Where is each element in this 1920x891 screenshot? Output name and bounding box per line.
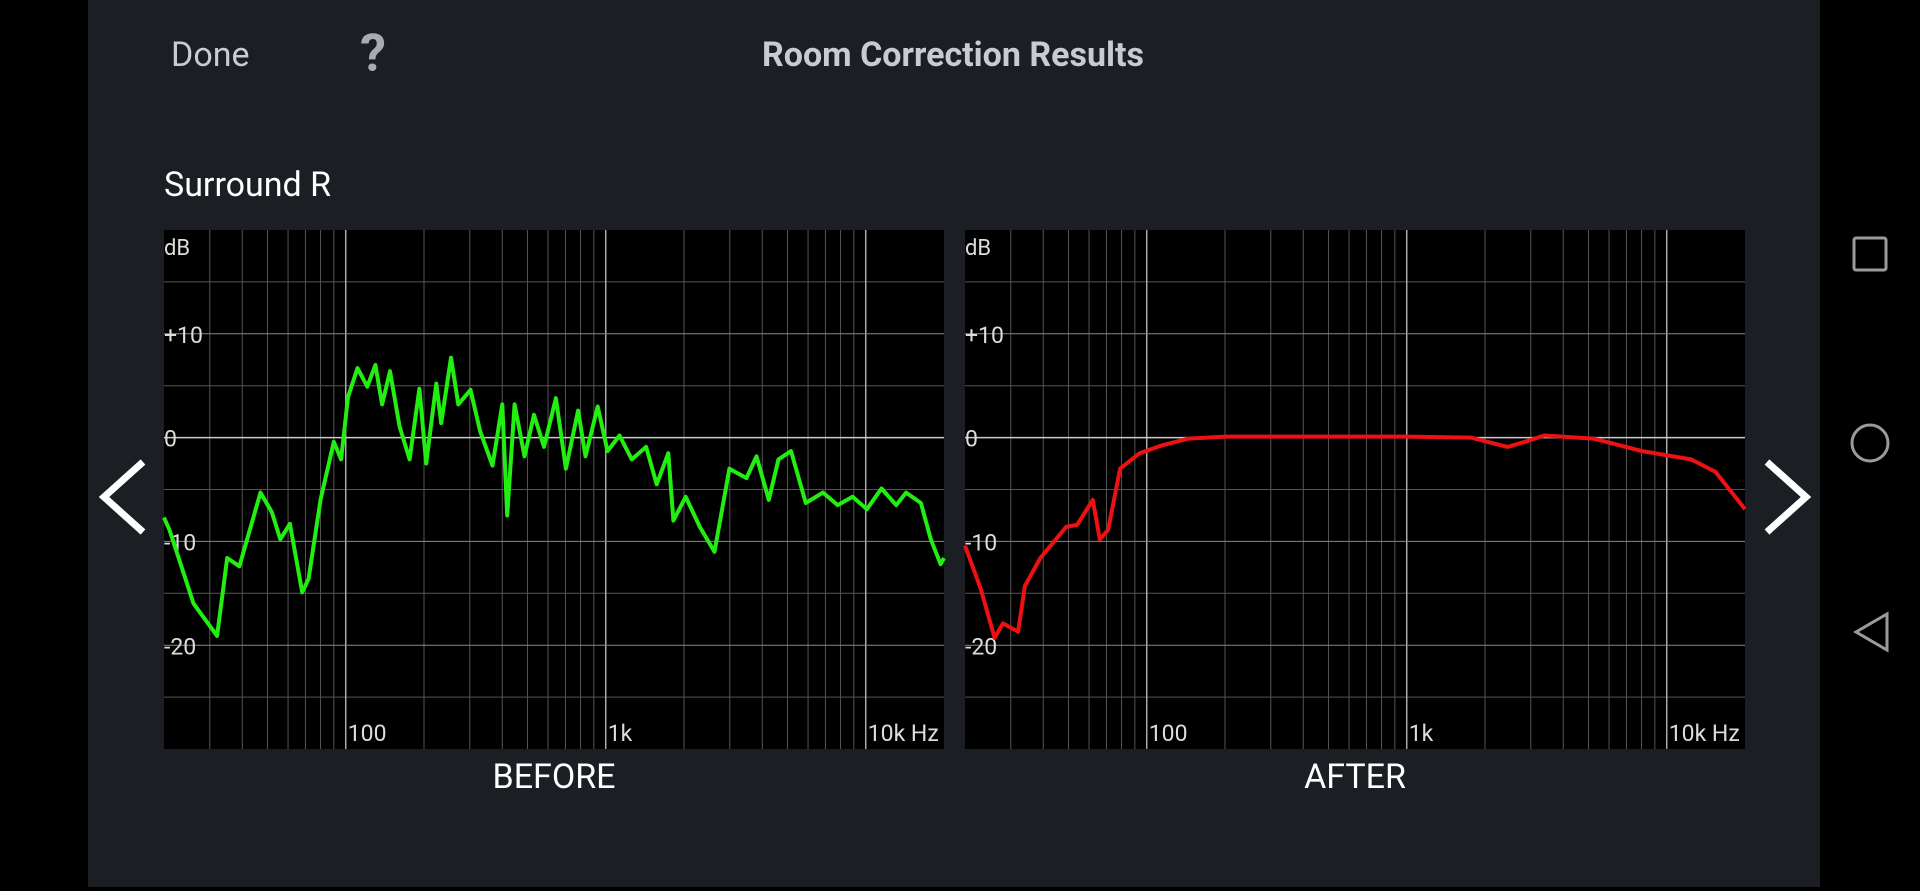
x-tick-label: 100 — [1149, 720, 1188, 747]
done-button[interactable]: Done — [171, 35, 250, 75]
y-tick-label: -20 — [164, 633, 196, 660]
x-tick-label: 10k Hz — [868, 720, 939, 747]
x-tick-label: 100 — [348, 720, 387, 747]
x-tick-label: 1k — [1409, 720, 1434, 747]
chart: 100 1k 10k Hz +10 0 -10 -20 dB AFTER — [963, 230, 1747, 797]
y-tick-label: -10 — [965, 529, 997, 556]
back-button[interactable] — [1853, 611, 1889, 653]
next-arrow[interactable] — [1764, 459, 1812, 535]
chart-title: AFTER — [1304, 757, 1406, 797]
y-tick-label: 0 — [164, 426, 177, 453]
screen-title: Room Correction Results — [762, 35, 1144, 75]
response-curve — [162, 355, 946, 638]
recents-button[interactable] — [1852, 236, 1888, 272]
channel-name: Surround R — [164, 165, 331, 205]
home-button[interactable] — [1850, 423, 1890, 463]
chart-title: BEFORE — [493, 757, 616, 797]
y-tick-label: +10 — [965, 322, 1004, 349]
y-tick-label: +10 — [164, 322, 203, 349]
help-button[interactable]: ? — [360, 23, 386, 84]
y-tick-label: -20 — [965, 633, 997, 660]
x-tick-label: 1k — [608, 720, 633, 747]
x-tick-label: 10k Hz — [1669, 720, 1740, 747]
y-axis-label: dB — [164, 236, 190, 261]
response-curve — [963, 433, 1747, 640]
y-axis-label: dB — [965, 236, 991, 261]
y-tick-label: 0 — [965, 426, 978, 453]
prev-arrow[interactable] — [98, 459, 146, 535]
